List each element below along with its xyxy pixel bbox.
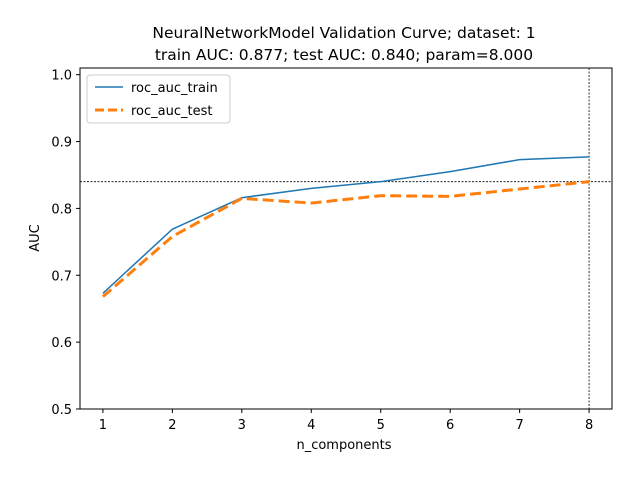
y-tick-label: 0.6	[51, 336, 72, 351]
y-tick-label: 0.5	[51, 403, 72, 418]
x-tick-label: 7	[515, 418, 523, 433]
x-tick-label: 5	[377, 418, 385, 433]
y-tick-label: 1.0	[51, 69, 72, 84]
plot-area: 1 2 3 4 5 6 7 8 0.5 0.6 0.7 0.8 0.9 1.0	[51, 67, 613, 433]
x-tick-label: 3	[238, 418, 246, 433]
legend-label-roc_auc_test: roc_auc_test	[131, 104, 212, 119]
series-line-roc_auc_train	[102, 156, 590, 294]
chart-title: NeuralNetworkModel Validation Curve; dat…	[152, 24, 535, 42]
x-tick-label: 2	[168, 418, 176, 433]
legend-label-roc_auc_train: roc_auc_train	[131, 81, 218, 96]
y-tick-label: 0.7	[51, 269, 72, 284]
legend: roc_auc_train roc_auc_test	[86, 74, 231, 124]
plot-frame	[79, 67, 613, 410]
x-tick-label: 6	[446, 418, 454, 433]
x-tick-label: 4	[307, 418, 315, 433]
x-axis-label: n_components	[296, 438, 391, 453]
series-line-roc_auc_test	[101, 180, 590, 298]
y-axis-label: AUC	[28, 224, 43, 252]
x-tick-label: 8	[585, 418, 593, 433]
y-tick-label: 0.9	[51, 136, 72, 151]
y-tick-label: 0.8	[51, 202, 72, 217]
chart-subtitle: train AUC: 0.877; test AUC: 0.840; param…	[155, 46, 533, 64]
x-tick-label: 1	[99, 418, 107, 433]
